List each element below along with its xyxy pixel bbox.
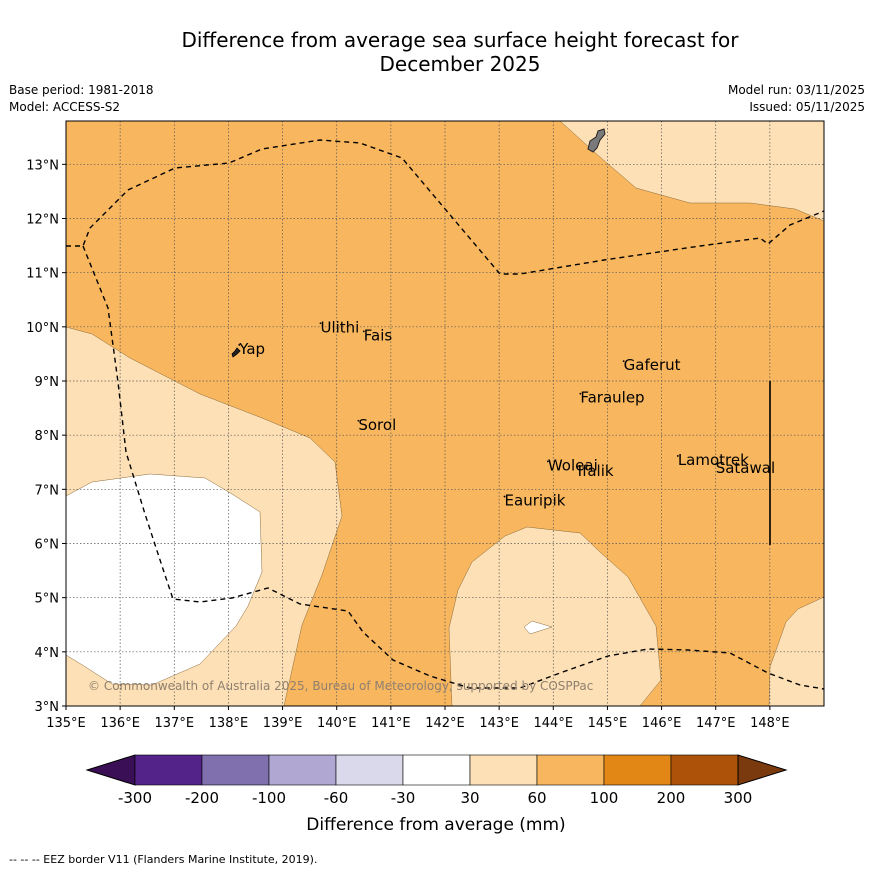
y-tick-label: 8°N [35,429,60,444]
colorbar-segment [335,754,404,786]
y-tick-label: 13°N [26,158,59,173]
place-marker [238,344,241,346]
place-marker [357,419,360,422]
place-label: Yap [238,340,265,358]
model-run: Model run: 03/11/2025 [727,83,865,97]
x-tick-label: 143°E [479,716,519,731]
place-label: Lamotrek [678,451,749,469]
x-tick-label: 142°E [425,716,465,731]
x-tick-label: 141°E [371,716,411,731]
place-label: Woleai [548,456,598,474]
meta-right: Model run: 03/11/2025 Issued: 05/11/2025 [728,82,865,116]
colorbar-tick-label: -100 [252,789,286,807]
y-tick-label: 6°N [35,538,60,553]
base-period: Base period: 1981-2018 [9,83,154,97]
colorbar-segment [536,754,605,786]
place-label: Eauripik [505,492,566,510]
contour-neutral-west [66,473,263,686]
place-label: Faraulep [580,389,644,407]
issued-date: Issued: 05/11/2025 [749,100,865,114]
x-axis: 135°E 136°E 137°E 138°E 139°E 140°E 141°E 142°E… [46,706,790,731]
place-marker [546,460,549,463]
contour-neutral-south [523,620,553,635]
colorbar-tick-label: 300 [724,789,753,807]
place-marker [362,330,365,333]
colorbar-tick-label: 200 [657,789,686,807]
colorbar-tick-label: -60 [324,789,349,807]
y-tick-label: 3°N [35,700,60,715]
colorbar-tick-label: -30 [391,789,416,807]
x-tick-label: 136°E [100,716,140,731]
place-label: Ifalik [578,462,614,480]
colorbar-label: Difference from average (mm) [306,815,565,835]
colorbar-segment [670,754,739,786]
x-tick-label: 148°E [750,716,790,731]
colorbar-tick-label: 100 [590,789,619,807]
eez-border [66,139,824,275]
x-tick-label: 137°E [155,716,195,731]
y-tick-label: 11°N [26,267,59,282]
x-tick-label: 147°E [696,716,736,731]
place-label: Sorol [358,416,396,434]
colorbar-tick-label: 60 [527,789,546,807]
colorbar-segment [402,754,471,786]
colorbar-tick-label: -200 [185,789,219,807]
y-tick-label: 7°N [35,483,60,498]
place-marker [676,455,679,457]
colorbar-tick-label: -300 [118,789,152,807]
colorbar: -300 -200 -100 -60 -30 30 60 100 200 300 [85,754,788,807]
chart-title: Difference from average sea surface heig… [110,28,810,76]
place-label: Satawal [716,459,775,477]
colorbar-extend-high [737,754,788,786]
place-marker [714,463,717,465]
colorbar-segment [268,754,337,786]
place-label: Gaferut [624,356,681,374]
place-label: Fais [364,326,393,344]
colorbar-segment [201,754,270,786]
place-marker [319,322,322,325]
contour-30-60-south [448,526,662,706]
colorbar-extend-low [85,754,136,786]
x-tick-label: 140°E [317,716,357,731]
y-tick-label: 9°N [35,375,60,390]
yap-landmass [231,347,241,358]
colorbar-tick-label: 30 [460,789,479,807]
y-tick-label: 5°N [35,592,60,607]
x-tick-label: 135°E [46,716,86,731]
title-line-2: December 2025 [379,52,541,76]
x-tick-label: 145°E [588,716,628,731]
y-tick-label: 10°N [26,321,59,336]
x-tick-label: 139°E [263,716,303,731]
place-marker [503,495,506,498]
colorbar-segment [134,754,203,786]
y-tick-label: 12°N [26,213,59,228]
eez-border-yap [82,245,824,690]
y-axis: 3°N 4°N 5°N 6°N 7°N 8°N 9°N 10°N 11°N 12°N 13°N [26,158,66,715]
model-name: Model: ACCESS-S2 [9,100,121,114]
x-tick-label: 144°E [534,716,574,731]
x-tick-label: 146°E [642,716,682,731]
place-label: Ulithi [320,318,359,336]
contour-30-60-northeast [559,121,824,222]
colorbar-segment [469,754,538,786]
place-marker [576,465,579,468]
graticule [65,121,824,707]
y-tick-label: 4°N [35,646,60,661]
copyright-text: © Commonwealth of Australia 2025, Bureau… [88,679,593,693]
x-tick-label: 138°E [209,716,249,731]
eez-legend-text: -- -- -- EEZ border V11 (Flanders Marine… [9,853,318,866]
meta-left: Base period: 1981-2018 Model: ACCESS-S2 [9,82,154,116]
guam-landmass [587,128,606,153]
place-marker [579,392,582,395]
colorbar-segment [603,754,672,786]
place-marker [622,360,625,363]
place-labels: Yap Ulithi Fais Sorol Gaferut Faraulep WoleaiI… [238,318,775,509]
title-line-1: Difference from average sea surface heig… [181,28,739,52]
